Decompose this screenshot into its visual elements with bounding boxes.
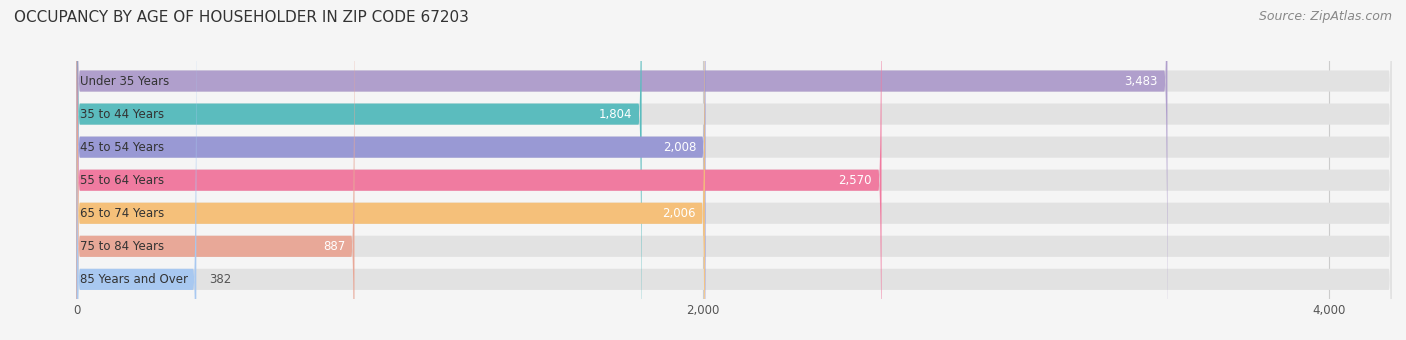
Text: Under 35 Years: Under 35 Years xyxy=(80,74,169,87)
Text: 887: 887 xyxy=(323,240,344,253)
Text: OCCUPANCY BY AGE OF HOUSEHOLDER IN ZIP CODE 67203: OCCUPANCY BY AGE OF HOUSEHOLDER IN ZIP C… xyxy=(14,10,470,25)
Text: 382: 382 xyxy=(209,273,231,286)
FancyBboxPatch shape xyxy=(77,0,704,340)
FancyBboxPatch shape xyxy=(77,0,882,340)
FancyBboxPatch shape xyxy=(77,0,197,340)
FancyBboxPatch shape xyxy=(77,0,1392,340)
FancyBboxPatch shape xyxy=(77,0,641,340)
Text: 2,570: 2,570 xyxy=(838,174,872,187)
Text: 75 to 84 Years: 75 to 84 Years xyxy=(80,240,165,253)
FancyBboxPatch shape xyxy=(77,0,1392,340)
FancyBboxPatch shape xyxy=(77,0,706,340)
Text: 45 to 54 Years: 45 to 54 Years xyxy=(80,141,165,154)
Text: 2,006: 2,006 xyxy=(662,207,696,220)
Text: Source: ZipAtlas.com: Source: ZipAtlas.com xyxy=(1258,10,1392,23)
FancyBboxPatch shape xyxy=(77,0,1392,340)
FancyBboxPatch shape xyxy=(77,0,1392,340)
FancyBboxPatch shape xyxy=(77,0,1167,340)
Text: 35 to 44 Years: 35 to 44 Years xyxy=(80,107,165,121)
Text: 1,804: 1,804 xyxy=(599,107,633,121)
Text: 55 to 64 Years: 55 to 64 Years xyxy=(80,174,165,187)
Text: 2,008: 2,008 xyxy=(662,141,696,154)
FancyBboxPatch shape xyxy=(77,0,1392,340)
FancyBboxPatch shape xyxy=(77,0,1392,340)
FancyBboxPatch shape xyxy=(77,0,354,340)
Text: 3,483: 3,483 xyxy=(1125,74,1159,87)
Text: 65 to 74 Years: 65 to 74 Years xyxy=(80,207,165,220)
Text: 85 Years and Over: 85 Years and Over xyxy=(80,273,188,286)
FancyBboxPatch shape xyxy=(77,0,1392,340)
